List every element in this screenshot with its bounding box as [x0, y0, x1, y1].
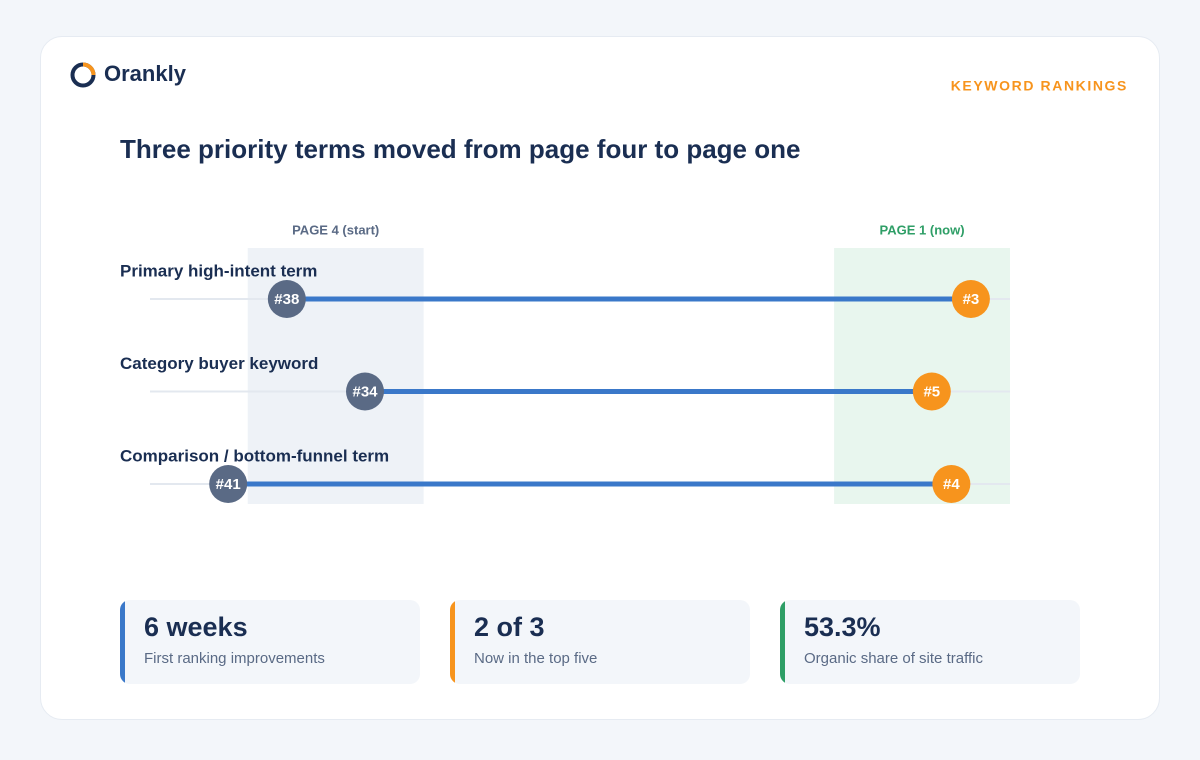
stat-label: Now in the top five [474, 650, 598, 667]
rank-label: #41 [216, 476, 241, 493]
rank-dot [951, 280, 990, 318]
chart-title: Three priority terms moved from page fou… [120, 134, 800, 164]
rank-dot [912, 372, 951, 411]
band-label: PAGE 4 (start) [292, 222, 379, 237]
eyebrow: KEYWORD RANKINGS [951, 78, 1128, 94]
stat-accent [450, 600, 455, 684]
rank-label: #3 [963, 291, 980, 308]
stat-value: 2 of 3 [474, 612, 545, 642]
stat-label: First ranking improvements [144, 650, 325, 667]
stat-accent [120, 600, 125, 684]
logo-arc [82, 62, 96, 76]
brand: Orankly [104, 61, 187, 86]
rank-dot [209, 465, 248, 503]
rank-label: #4 [943, 476, 960, 493]
stat-card: 6 weeks First ranking improvements [120, 600, 420, 684]
logo [70, 62, 96, 88]
stat-accent [780, 600, 785, 684]
stat-label: Organic share of site traffic [804, 650, 983, 667]
row-label: Primary high-intent term [120, 261, 317, 280]
rank-dot [267, 280, 306, 318]
stat-value: 53.3% [804, 612, 881, 642]
band-label: PAGE 1 (now) [880, 222, 965, 237]
rank-label: #5 [923, 383, 940, 400]
rank-label: #38 [274, 291, 299, 308]
row-label: Category buyer keyword [120, 354, 318, 373]
rank-dot [932, 465, 971, 503]
rank-label: #34 [352, 383, 378, 400]
rank-dot [346, 372, 384, 411]
row-label: Comparison / bottom-funnel term [120, 446, 389, 465]
stat-card: 2 of 3 Now in the top five [450, 600, 750, 684]
stat-card: 53.3% Organic share of site traffic [780, 600, 1080, 684]
stat-value: 6 weeks [144, 612, 248, 642]
